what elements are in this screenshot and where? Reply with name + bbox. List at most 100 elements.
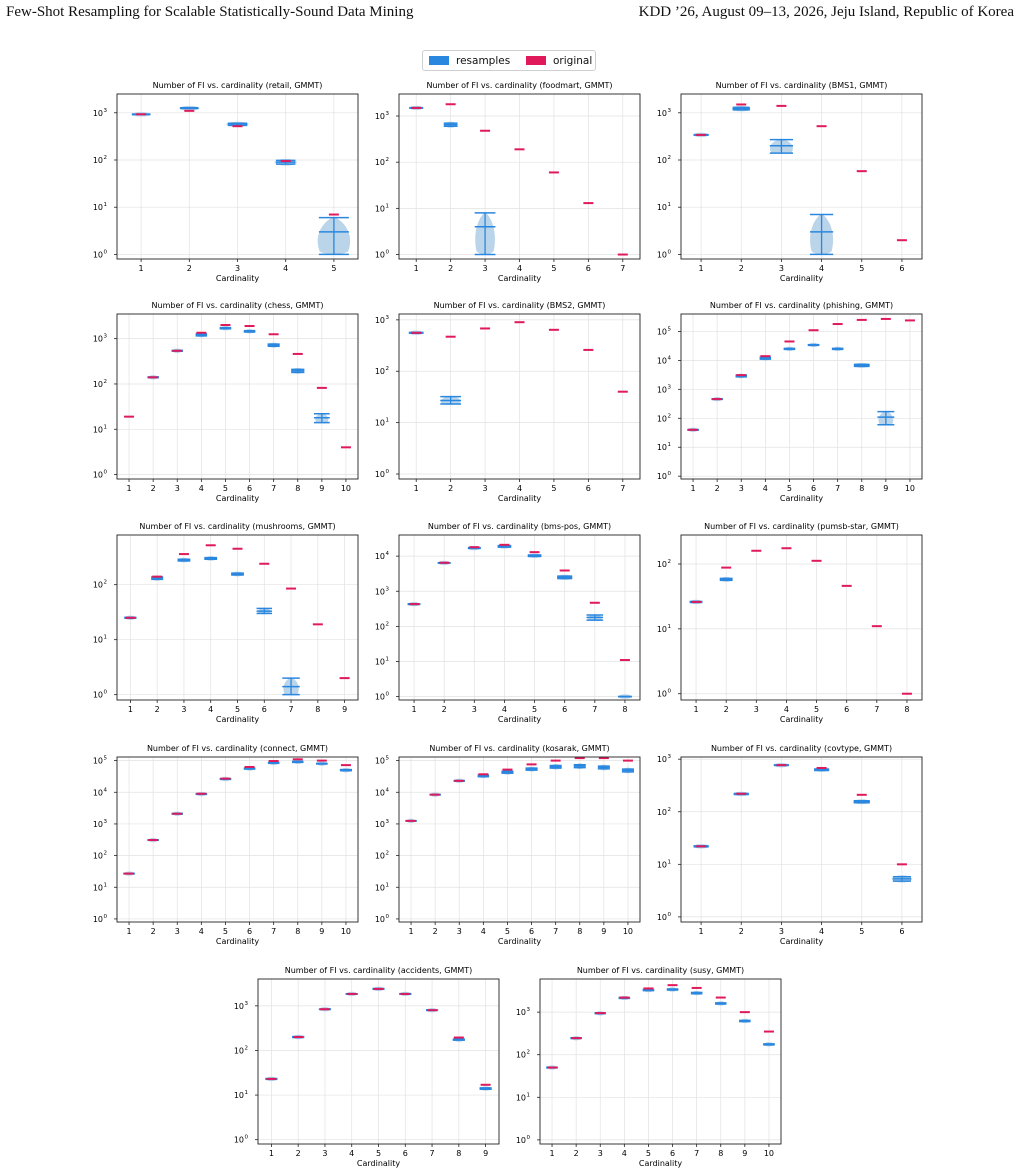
chart-bms1: Number of FI vs. cardinality (BMS1, GMMT… [657, 81, 923, 283]
chart-pumsb-star: Number of FI vs. cardinality (pumsb-star… [657, 522, 923, 724]
x-tick-label: 10 [341, 484, 351, 493]
x-tick-label: 7 [620, 264, 625, 273]
y-tick-label: 10 [234, 1046, 244, 1055]
x-tick-label: 2 [151, 484, 156, 493]
x-tick-label: 5 [787, 484, 792, 493]
resample-violin [292, 759, 304, 765]
x-tick-label: 5 [331, 264, 336, 273]
x-tick-label: 8 [456, 1149, 461, 1158]
y-tick-exponent: 0 [245, 1135, 249, 1141]
x-tick-label: 5 [814, 705, 819, 714]
chart-bms2: Number of FI vs. cardinality (BMS2, GMMT… [375, 301, 641, 503]
x-tick-label: 6 [247, 927, 252, 936]
legend-label-original: original [553, 54, 593, 67]
x-tick-label: 8 [577, 927, 582, 936]
y-tick-label: 10 [234, 1136, 244, 1145]
chart-title: Number of FI vs. cardinality (accidents,… [285, 966, 473, 975]
x-tick-label: 6 [586, 484, 591, 493]
x-tick-label: 1 [409, 927, 414, 936]
plot-frame [257, 978, 500, 1145]
x-axis-label: Cardinality [357, 1159, 400, 1168]
resample-violin [783, 346, 796, 352]
y-tick-exponent: 2 [386, 366, 390, 372]
chart-title: Number of FI vs. cardinality (foodmart, … [426, 81, 612, 90]
x-tick-label: 5 [505, 927, 510, 936]
resample-violin [440, 395, 462, 405]
y-tick-exponent: 2 [668, 413, 672, 419]
x-tick-label: 3 [483, 484, 488, 493]
x-tick-label: 8 [295, 484, 300, 493]
x-tick-label: 2 [442, 705, 447, 714]
chart-title: Number of FI vs. cardinality (bms-pos, G… [428, 522, 611, 531]
y-tick-label: 10 [657, 156, 667, 165]
resample-violin [316, 761, 328, 766]
resample-violin [573, 763, 586, 770]
plot-frame [680, 534, 923, 701]
y-tick-label: 10 [93, 203, 103, 212]
y-tick-exponent: 2 [386, 621, 390, 627]
y-tick-exponent: 3 [668, 384, 672, 390]
x-tick-label: 5 [859, 264, 864, 273]
x-tick-label: 2 [574, 1149, 579, 1158]
x-tick-label: 2 [724, 705, 729, 714]
y-tick-label: 10 [93, 156, 103, 165]
x-axis-label: Cardinality [780, 937, 823, 946]
x-tick-label: 9 [319, 927, 324, 936]
x-tick-label: 1 [699, 264, 704, 273]
y-tick-label: 10 [93, 636, 103, 645]
y-tick-label: 10 [93, 788, 103, 797]
resample-violin [452, 1037, 465, 1042]
y-tick-exponent: 1 [527, 1092, 531, 1098]
y-tick-exponent: 0 [668, 689, 672, 695]
chart-title: Number of FI vs. cardinality (connect, G… [147, 744, 328, 753]
y-tick-exponent: 3 [386, 111, 390, 117]
x-tick-label: 3 [779, 927, 784, 936]
resample-violin [853, 362, 870, 368]
x-tick-label: 10 [905, 484, 915, 493]
y-tick-exponent: 1 [104, 882, 108, 888]
x-tick-label: 7 [271, 484, 276, 493]
x-tick-label: 6 [899, 264, 904, 273]
plot-frame [116, 313, 359, 480]
plot-frame [398, 313, 641, 480]
x-tick-label: 8 [718, 1149, 723, 1158]
y-tick-exponent: 0 [104, 249, 108, 255]
x-tick-label: 7 [874, 705, 879, 714]
x-tick-label: 3 [754, 705, 759, 714]
chart-title: Number of FI vs. cardinality (chess, GMM… [152, 301, 324, 310]
x-tick-label: 5 [376, 1149, 381, 1158]
resample-violin [877, 410, 895, 426]
y-tick-label: 10 [375, 852, 385, 861]
y-tick-exponent: 2 [104, 379, 108, 385]
y-tick-exponent: 0 [104, 470, 108, 476]
y-tick-label: 10 [234, 1091, 244, 1100]
y-tick-label: 10 [516, 1051, 526, 1060]
y-tick-exponent: 1 [668, 202, 672, 208]
resample-violin [204, 556, 218, 561]
y-tick-label: 10 [657, 414, 667, 423]
x-tick-label: 1 [414, 484, 419, 493]
x-tick-label: 7 [620, 484, 625, 493]
y-tick-exponent: 0 [104, 690, 108, 696]
resample-violin [597, 764, 610, 771]
resample-violin [809, 213, 834, 256]
y-tick-exponent: 5 [668, 326, 672, 332]
y-tick-label: 10 [375, 820, 385, 829]
x-tick-label: 4 [283, 264, 288, 273]
x-tick-label: 2 [433, 927, 438, 936]
y-tick-exponent: 2 [668, 807, 672, 813]
y-tick-label: 10 [657, 808, 667, 817]
y-tick-label: 10 [516, 1008, 526, 1017]
y-tick-label: 10 [657, 690, 667, 699]
y-tick-exponent: 3 [386, 819, 390, 825]
resample-violin [339, 767, 352, 773]
y-tick-exponent: 2 [104, 155, 108, 161]
y-tick-label: 10 [375, 622, 385, 631]
x-tick-label: 2 [739, 927, 744, 936]
y-tick-label: 10 [657, 356, 667, 365]
chart-title: Number of FI vs. cardinality (retail, GM… [153, 81, 323, 90]
resample-violin [474, 211, 496, 256]
chart-title: Number of FI vs. cardinality (covtype, G… [711, 744, 892, 753]
resample-violin [267, 342, 280, 348]
x-tick-label: 5 [223, 927, 228, 936]
